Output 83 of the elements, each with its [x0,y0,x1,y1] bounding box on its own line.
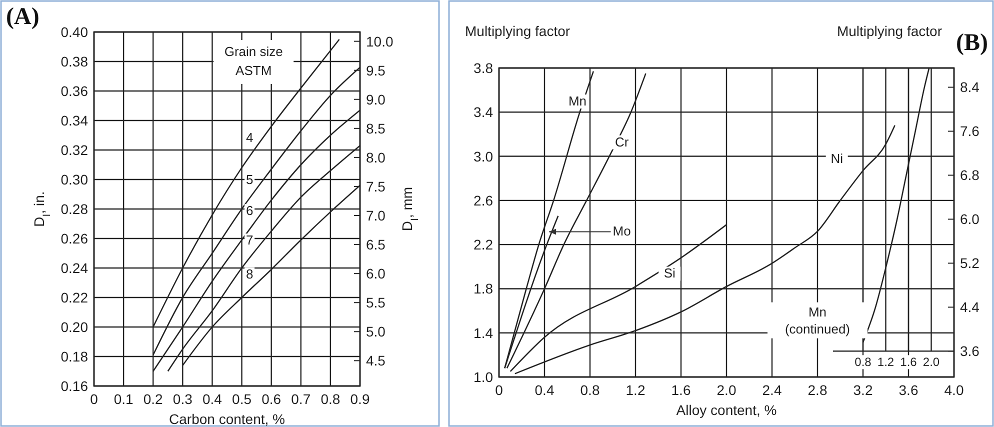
y2-tick-label: 8.4 [960,79,980,96]
x-tick-label: 3.6 [898,382,918,398]
y-tick-label: 1.0 [474,369,494,385]
x-tick-label: 0.4 [202,391,222,407]
y2-axis-title: Multiplying factor [836,23,942,39]
x-tick-label: 0 [495,382,504,398]
y-tick-label: 0.28 [60,201,88,217]
x-tick-label: 0.2 [143,391,164,407]
y-tick-label: 0.26 [60,230,88,246]
y-tick-label: 0.34 [60,112,88,128]
y-tick-label: 0.22 [60,290,88,306]
y2-tick-label: 3.6 [960,343,980,360]
y2-tick-label: 6.5 [366,236,386,253]
y2-tick-label: 9.0 [366,91,386,108]
y-tick-label: 0.18 [60,348,88,364]
series-label: 7 [246,232,254,248]
series-label: 5 [246,172,254,188]
series-label: 8 [246,266,254,282]
y2-tick-label: 5.5 [366,294,386,311]
y2-tick-label: 9.5 [366,62,386,78]
y-tick-label: 0.40 [60,24,88,40]
x2-tick-label: 1.6 [900,355,918,370]
x2-tick-label: 2.0 [922,355,940,370]
x-tick-label: 0.6 [262,391,282,407]
x-tick-label: 0.5 [232,391,252,407]
y-tick-label: 0.16 [60,378,88,394]
y-tick-label: 3.0 [474,148,494,164]
x-tick-label: 0.7 [291,391,311,407]
x-tick-label: 0.1 [114,391,134,407]
series-label: Si [664,266,676,281]
x2-tick-label: 1.2 [877,355,894,370]
y2-tick-label: 7.6 [960,123,980,140]
x-axis-title: Carbon content, % [169,411,285,427]
x-tick-label: 1.6 [671,382,691,398]
x-tick-label: 0.8 [320,391,340,407]
x-tick-label: 0.8 [580,382,600,398]
y2-tick-label: 6.8 [960,167,980,184]
chart-title: (B) [956,30,988,56]
y2-tick-label: 5.2 [960,255,980,272]
y-tick-label: 2.2 [474,236,494,253]
x2-tick-label: 0.8 [854,355,872,370]
x-tick-label: 3.2 [853,382,873,398]
series-label: Mn (continued) [784,304,850,336]
y2-tick-label: 7.5 [366,178,386,194]
y-tick-label: 0.30 [60,172,88,188]
y-tick-label: 3.4 [474,104,494,120]
x-tick-label: 1.2 [626,382,646,398]
series-label: 6 [246,203,254,218]
text: Mo [612,224,631,239]
series-label: Ni [830,150,844,166]
series-label: Mn [568,94,587,109]
y2-tick-label: 5.0 [366,324,386,340]
series-label: 4 [246,130,254,146]
y-tick-label: 1.4 [474,324,494,341]
x-tick-label: 2.0 [716,382,736,398]
y-tick-label: 0.38 [60,54,88,70]
x-axis-title: Alloy content, % [676,402,777,418]
y2-tick-label: 6.0 [960,211,980,228]
legend-title: Grain size ASTM [224,44,283,78]
x-tick-label: 0.3 [172,391,193,407]
y-tick-label: 0.24 [60,260,88,276]
y-tick-label: 0.20 [60,319,88,335]
x-tick-label: 0.9 [350,391,370,407]
chart-title: (A) [6,4,40,30]
y2-tick-label: 8.0 [366,149,386,166]
y-tick-label: 1.8 [474,280,494,297]
y2-tick-label: 6.0 [366,266,386,282]
y-axis-title: Multiplying factor [465,23,570,39]
x-tick-label: 4.0 [944,382,964,398]
y-tick-label: 0.36 [60,83,88,99]
y2-tick-label: 4.4 [960,299,980,316]
x-tick-label: 0.4 [534,382,554,398]
y-tick-label: 0.32 [60,142,88,158]
y2-tick-label: 10.0 [366,33,394,50]
y2-tick-label: 8.5 [366,120,386,136]
x-tick-label: 2.4 [762,382,782,398]
series-label: Cr [614,134,630,150]
x-tick-label: 0 [90,391,98,407]
y2-tick-label: 7.0 [366,208,386,224]
y-tick-label: 3.8 [474,60,494,76]
y-tick-label: 2.6 [474,192,494,208]
x-tick-label: 2.8 [808,382,828,398]
y2-tick-label: 4.5 [366,352,386,369]
